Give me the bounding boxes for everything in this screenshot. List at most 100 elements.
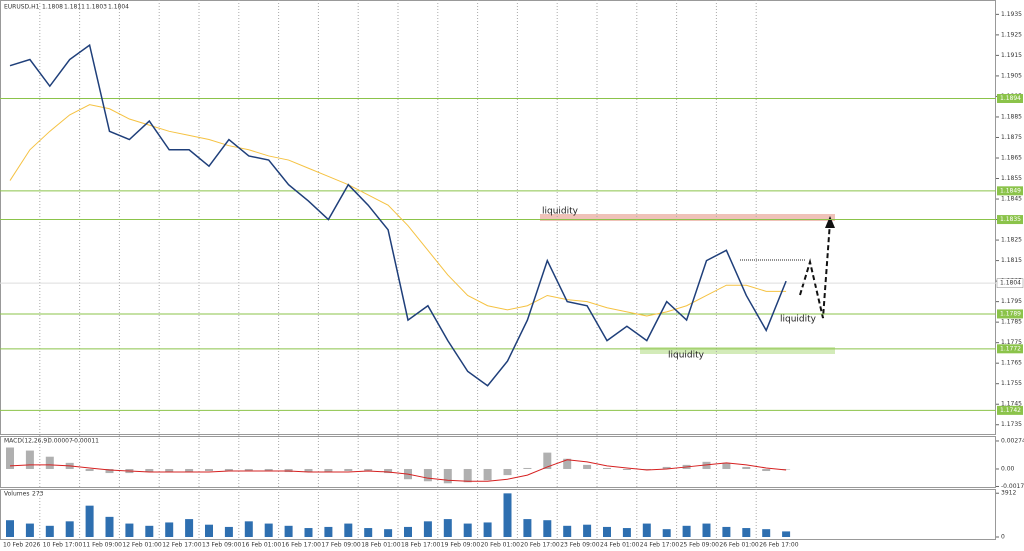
bar [284,525,293,537]
bar [384,468,393,474]
bar [344,468,353,472]
bar [503,468,512,476]
y-tick-label: 1.1745 [1001,401,1022,408]
bar [722,462,731,469]
x-tick-label: 10 Feb 17:00 [43,542,83,549]
bar [324,468,333,473]
bar [563,458,572,469]
x-tick-label: 19 Feb 09:00 [441,542,481,549]
arrow-head [825,216,835,228]
level-tag [997,186,1023,196]
bar [364,468,373,472]
macd-panel [0,436,996,488]
bar [284,468,293,473]
x-tick-label: 16 Feb 01:00 [242,542,282,549]
y-tick-label: 1.1775 [1001,339,1022,346]
volume-panel [0,489,996,540]
level-label: 1.1772 [1000,345,1021,352]
bar [762,529,771,537]
ohlc-value: 1.1811 [64,4,85,11]
bar [264,468,273,472]
x-tick-label: 10 Feb 2026 [3,542,41,549]
bar [423,468,432,482]
macd-readout: -0.00011 [72,438,99,445]
bar [622,468,631,471]
bar [483,468,492,481]
bar [384,529,393,537]
annotation: liquidity [668,351,705,361]
bar [304,528,313,537]
bar [523,467,532,469]
level-label: 1.1789 [1000,310,1021,317]
bar [642,468,651,471]
bar [145,468,154,473]
macd-readout: 0.00007 [48,438,73,445]
y-tick-label: 1.1735 [1001,421,1022,428]
x-tick-label: 18 Feb 17:00 [401,542,441,549]
annotation: liquidity [780,315,817,325]
level-label: 1.1849 [1000,187,1021,194]
x-tick-label: 24 Feb 17:00 [640,542,680,549]
x-tick-label: 23 Feb 09:00 [560,542,600,549]
bar [324,526,333,537]
liquidity-zone-low [640,347,835,354]
y-tick-label: 0 [1001,534,1005,541]
bar [105,468,114,474]
y-tick-label: 1.1855 [1001,175,1022,182]
bar [662,466,671,469]
level-label: 1.1835 [1000,216,1021,223]
x-tick-label: 16 Feb 17:00 [282,542,322,549]
y-tick-label: 1.1785 [1001,319,1022,326]
y-tick-label: 1.1905 [1001,72,1022,79]
panel-frames [0,0,996,540]
bar [523,519,532,537]
y-tick-label: 1.1915 [1001,52,1022,59]
ohlc-value: 1.1808 [42,4,63,11]
bar [702,523,711,537]
bar [6,447,14,469]
bar [264,523,273,537]
bar [224,468,233,472]
bar [563,525,572,537]
y-tick-label: 3912 [1001,490,1016,497]
bar [662,529,671,537]
bar [682,525,691,537]
bar [742,466,751,469]
y-tick-label: 1.1885 [1001,113,1022,120]
x-tick-label: 11 Feb 09:00 [83,542,123,549]
level-label: 1.1894 [1000,95,1021,102]
bar [503,493,512,537]
bar [762,468,771,472]
bar [543,520,552,537]
bar [304,468,313,473]
bar [165,468,174,473]
bar [404,526,412,537]
x-tick-label: 26 Feb 17:00 [759,542,799,549]
x-tick-label: 20 Feb 01:00 [481,542,521,549]
level-label: 1.1742 [1000,407,1021,414]
chart-symbol: EURUSD,H1 [4,4,40,11]
bar [583,524,592,537]
bar [423,521,432,537]
y-tick-label: 1.1925 [1001,31,1022,38]
y-tick-label: 1.1815 [1001,257,1022,264]
level-tag [997,309,1023,319]
bar [244,521,253,537]
bar [85,468,94,472]
bar [6,520,14,537]
bar [443,468,452,484]
bar [722,526,731,537]
ohlc-value: 1.1803 [86,4,107,11]
level-tag [997,405,1023,415]
bar [782,468,791,470]
bar [463,468,472,483]
bar [603,526,611,537]
bar [483,522,492,537]
bar [244,468,253,472]
liquidity-zone-high [540,214,835,221]
bar [583,464,592,469]
bar [205,468,213,472]
x-tick-label: 26 Feb 01:00 [719,542,759,549]
y-tick-label: 0.00274 [1001,437,1024,444]
